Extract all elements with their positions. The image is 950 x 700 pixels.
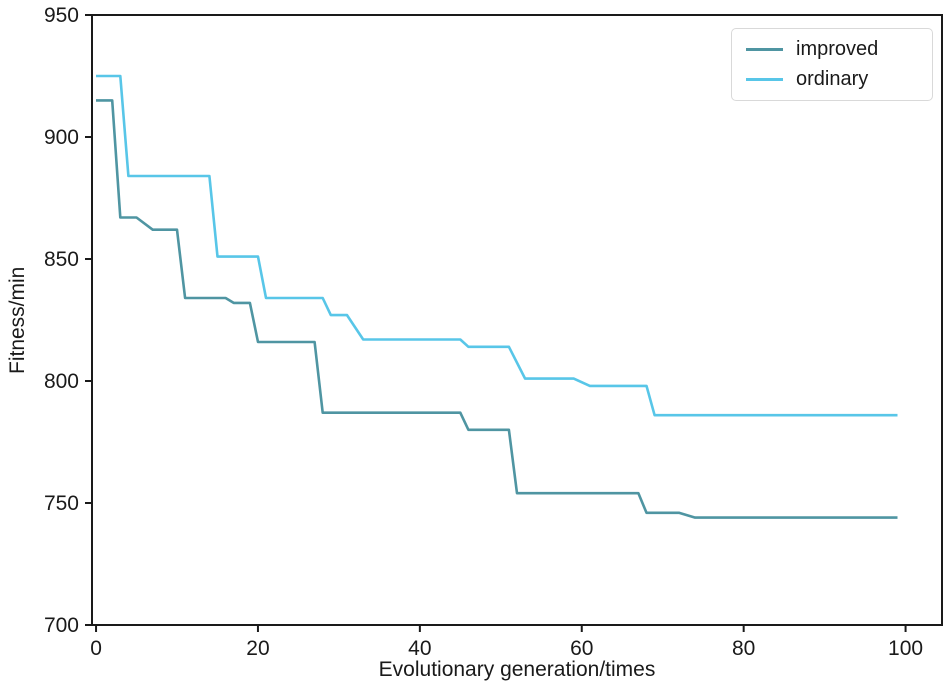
series-improved-line: [96, 99, 898, 519]
legend-line-swatch-ordinary: [746, 78, 783, 81]
legend-label-improved: improved: [796, 38, 879, 60]
y-tick-label: 700: [44, 614, 79, 637]
legend-item-improved: improved: [746, 38, 918, 61]
y-tick-label: 950: [44, 4, 79, 27]
x-tick-label: 20: [246, 637, 269, 660]
legend-line-swatch-improved: [746, 48, 783, 51]
y-tick-label: 750: [44, 492, 79, 515]
x-tick-label: 100: [888, 637, 923, 660]
y-tick-label: 800: [44, 370, 79, 393]
legend: improved ordinary: [731, 28, 933, 101]
x-tick-label: 60: [570, 637, 593, 660]
y-tick-label: 850: [44, 248, 79, 271]
legend-label-ordinary: ordinary: [796, 68, 869, 90]
x-tick-label: 0: [90, 637, 102, 660]
y-axis-label: Fitness/min: [6, 266, 29, 374]
x-tick-label: 40: [408, 637, 431, 660]
y-tick-label: 900: [44, 126, 79, 149]
x-axis-label: Evolutionary generation/times: [378, 658, 656, 681]
x-tick-label: 80: [732, 637, 755, 660]
plot-spines: [91, 14, 943, 626]
series-ordinary-line: [96, 74, 898, 417]
legend-item-ordinary: ordinary: [746, 68, 918, 91]
